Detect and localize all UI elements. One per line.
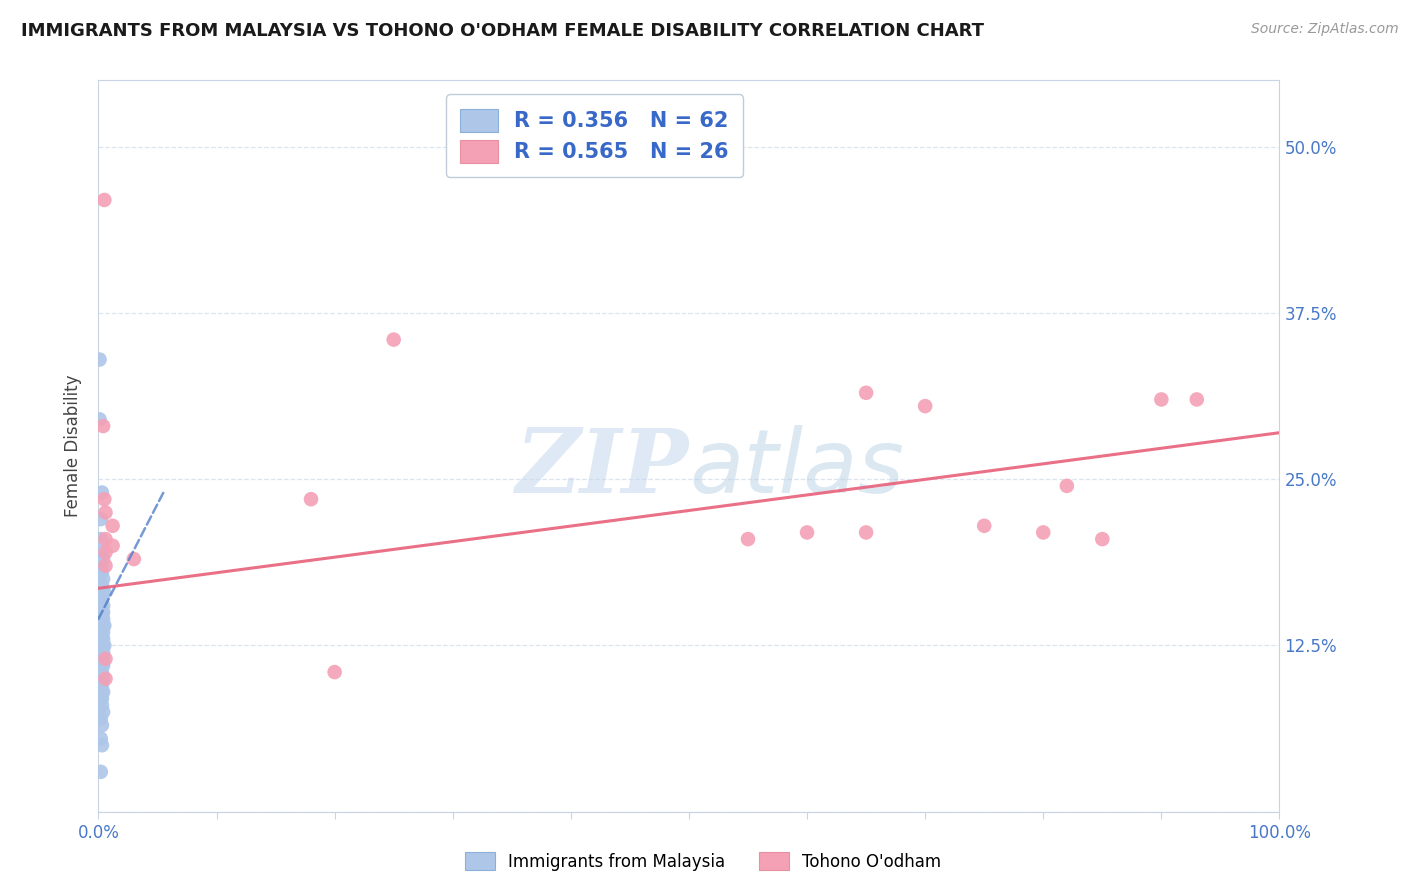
Y-axis label: Female Disability: Female Disability [65, 375, 83, 517]
Point [90, 632, 112, 646]
Point [91, 545, 114, 559]
Point [90, 639, 112, 653]
Point [91, 599, 114, 613]
Point [796, 525, 818, 540]
Point [90, 625, 112, 640]
Point [973, 518, 995, 533]
Point [90, 558, 112, 573]
Point [90, 678, 112, 692]
Legend: R = 0.356   N = 62, R = 0.565   N = 26: R = 0.356 N = 62, R = 0.565 N = 26 [446, 95, 744, 178]
Text: Source: ZipAtlas.com: Source: ZipAtlas.com [1251, 22, 1399, 37]
Point [91, 605, 114, 619]
Point [93, 585, 115, 599]
Point [855, 525, 877, 540]
Point [94, 506, 117, 520]
Point [90, 672, 112, 686]
Point [91, 685, 114, 699]
Point [382, 333, 405, 347]
Point [93, 492, 115, 507]
Point [299, 492, 322, 507]
Point [1185, 392, 1208, 407]
Point [90, 764, 112, 779]
Point [91, 672, 114, 686]
Point [91, 698, 114, 713]
Point [91, 612, 114, 626]
Point [91, 691, 114, 706]
Text: IMMIGRANTS FROM MALAYSIA VS TOHONO O'ODHAM FEMALE DISABILITY CORRELATION CHART: IMMIGRANTS FROM MALAYSIA VS TOHONO O'ODH… [21, 22, 984, 40]
Point [91, 572, 114, 586]
Point [91, 705, 114, 719]
Point [101, 518, 124, 533]
Text: ZIP: ZIP [516, 425, 689, 511]
Point [94, 532, 117, 546]
Point [91, 652, 114, 666]
Point [1032, 525, 1054, 540]
Point [90, 532, 112, 546]
Point [91, 552, 114, 566]
Point [90, 512, 112, 526]
Point [1056, 479, 1078, 493]
Point [91, 579, 114, 593]
Point [89, 412, 111, 426]
Point [91, 485, 114, 500]
Point [91, 632, 114, 646]
Point [91, 645, 114, 659]
Point [91, 639, 114, 653]
Point [91, 685, 114, 699]
Point [94, 545, 117, 559]
Point [94, 558, 117, 573]
Point [91, 665, 114, 679]
Point [90, 645, 112, 659]
Point [91, 738, 114, 752]
Point [323, 665, 346, 679]
Point [91, 652, 114, 666]
Point [737, 532, 759, 546]
Point [94, 652, 117, 666]
Point [91, 625, 114, 640]
Point [91, 618, 114, 632]
Point [90, 618, 112, 632]
Point [91, 419, 114, 434]
Point [90, 685, 112, 699]
Point [1091, 532, 1114, 546]
Point [91, 618, 114, 632]
Point [91, 605, 114, 619]
Point [855, 385, 877, 400]
Point [91, 678, 114, 692]
Point [91, 658, 114, 673]
Point [122, 552, 145, 566]
Point [89, 352, 111, 367]
Point [91, 591, 114, 606]
Point [91, 639, 114, 653]
Point [101, 539, 124, 553]
Point [90, 658, 112, 673]
Point [91, 645, 114, 659]
Point [91, 612, 114, 626]
Point [91, 632, 114, 646]
Point [1150, 392, 1173, 407]
Point [90, 712, 112, 726]
Point [91, 585, 114, 599]
Point [93, 639, 115, 653]
Point [90, 591, 112, 606]
Point [90, 691, 112, 706]
Point [91, 566, 114, 580]
Point [91, 672, 114, 686]
Point [91, 658, 114, 673]
Legend: Immigrants from Malaysia, Tohono O'odham: Immigrants from Malaysia, Tohono O'odham [457, 844, 949, 880]
Point [90, 665, 112, 679]
Point [91, 718, 114, 732]
Text: atlas: atlas [689, 425, 904, 511]
Point [914, 399, 936, 413]
Point [91, 625, 114, 640]
Point [93, 193, 115, 207]
Point [93, 618, 115, 632]
Point [90, 652, 112, 666]
Point [94, 672, 117, 686]
Point [90, 731, 112, 746]
